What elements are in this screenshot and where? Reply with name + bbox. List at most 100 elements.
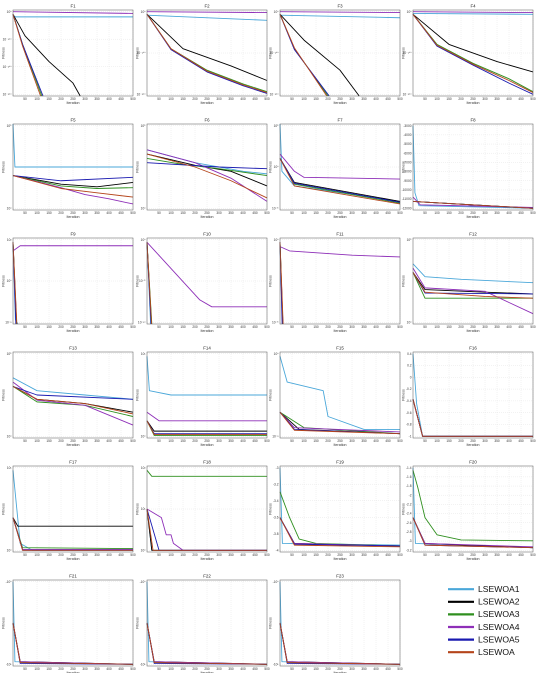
x-tick-label: 500 — [397, 211, 403, 215]
x-tick-label: 350 — [94, 439, 100, 443]
series-line-lsewoa1 — [412, 125, 534, 209]
x-tick-label: 350 — [228, 211, 234, 215]
y-axis-label: Fitness — [402, 47, 406, 59]
x-tick-label: 200 — [192, 325, 198, 329]
y-tick-label: -3 — [276, 466, 279, 470]
y-axis-label: Fitness — [2, 617, 6, 629]
x-tick-label: 50 — [157, 667, 161, 671]
series-line-lsewoa3 — [12, 175, 134, 189]
x-tick-label: 300 — [482, 97, 488, 101]
y-tick-label: 10⁰ — [274, 238, 280, 242]
axes-frame — [412, 9, 534, 97]
x-tick-label: 300 — [349, 439, 355, 443]
x-tick-label: 400 — [106, 211, 112, 215]
axes-frame — [12, 9, 134, 97]
panel-f9: F9 10² 10⁰ 10⁻² 50 100 150 200 250 300 350 400 450 50… — [2, 232, 136, 334]
x-tick-label: 350 — [494, 439, 500, 443]
panel-f19: F19 -3 -3.2 -3.4 -3.6 -3.8 -4 50 100 150 200 250 300… — [269, 460, 403, 562]
axes-frame — [412, 237, 534, 325]
x-tick-label: 150 — [180, 325, 186, 329]
x-tick-label: 150 — [180, 439, 186, 443]
x-tick-label: 50 — [423, 553, 427, 557]
x-tick-label: 50 — [157, 439, 161, 443]
series-line-lsewoa5 — [146, 162, 268, 170]
y-axis-label: Fitness — [136, 47, 140, 59]
series-line-lsewoa — [12, 517, 133, 551]
y-tick-label: -3.2 — [273, 482, 279, 486]
y-tick-label: 10⁰ — [407, 10, 413, 14]
x-tick-label: 50 — [290, 667, 294, 671]
series-line-lsewoa1 — [12, 377, 134, 400]
x-tick-label: 500 — [130, 211, 136, 215]
x-tick-label: 500 — [264, 667, 270, 671]
y-tick-label: 10⁵ — [7, 352, 13, 356]
x-tick-label: 200 — [458, 325, 464, 329]
x-tick-label: 200 — [325, 553, 331, 557]
x-tick-label: 200 — [325, 211, 331, 215]
x-tick-label: 500 — [397, 553, 403, 557]
axes-frame — [12, 579, 134, 667]
y-tick-label: -3.4 — [273, 499, 279, 503]
x-tick-label: 250 — [337, 553, 343, 557]
x-tick-label: 300 — [82, 325, 88, 329]
x-tick-label: 100 — [34, 211, 40, 215]
x-tick-label: 200 — [58, 553, 64, 557]
x-tick-label: 350 — [494, 97, 500, 101]
series-line-lsewoa — [146, 508, 267, 551]
x-tick-label: 300 — [82, 211, 88, 215]
x-tick-label: 250 — [337, 439, 343, 443]
y-axis-label: Fitness — [402, 389, 406, 401]
x-tick-label: 350 — [494, 325, 500, 329]
x-tick-label: 300 — [482, 325, 488, 329]
y-tick-label: -2.8 — [406, 530, 412, 534]
legend: LSEWOA1 LSEWOA2 LSEWOA3 LSEWOA4 LSEWOA5 LSEWO… — [442, 584, 544, 666]
panel-f15: F15 10⁰ 10⁻² 50 100 150 200 250 300 350 400 450 500 I… — [269, 346, 403, 448]
panel-title: F7 — [337, 118, 343, 123]
y-tick-label: 10⁻² — [5, 320, 11, 324]
x-tick-label: 150 — [180, 667, 186, 671]
x-tick-label: 350 — [94, 667, 100, 671]
axes-frame — [279, 9, 401, 97]
x-tick-label: 400 — [240, 553, 246, 557]
series-line-lsewoa3 — [412, 272, 533, 299]
legend-label: LSEWOA3 — [478, 609, 520, 619]
x-tick-label: 150 — [446, 211, 452, 215]
x-tick-label: 250 — [70, 439, 76, 443]
x-tick-label: 400 — [506, 211, 512, 215]
x-tick-label: 350 — [94, 553, 100, 557]
x-tick-label: 250 — [337, 211, 343, 215]
y-axis-label: Fitness — [269, 47, 273, 59]
x-tick-label: 250 — [204, 211, 210, 215]
axes-frame — [412, 123, 534, 211]
series-line-lsewoa4 — [412, 11, 534, 14]
x-tick-label: 250 — [204, 325, 210, 329]
x-axis-label: Iteration — [67, 215, 80, 219]
x-tick-label: 50 — [23, 553, 27, 557]
x-tick-label: 300 — [482, 553, 488, 557]
x-tick-label: 200 — [325, 325, 331, 329]
x-tick-label: 300 — [482, 211, 488, 215]
y-tick-label: 10⁻⁵ — [272, 206, 279, 210]
x-tick-label: 200 — [58, 439, 64, 443]
x-tick-label: 350 — [494, 553, 500, 557]
y-tick-label: -11000 — [402, 197, 412, 201]
x-tick-label: 150 — [446, 97, 452, 101]
y-axis-label: Fitness — [136, 389, 140, 401]
x-tick-label: 500 — [530, 211, 536, 215]
x-tick-label: 150 — [180, 211, 186, 215]
series-line-lsewoa — [279, 158, 401, 205]
panel-title: F1 — [70, 4, 76, 9]
series-line-lsewoa2 — [12, 517, 133, 527]
y-axis-label: Fitness — [2, 275, 6, 287]
x-tick-label: 50 — [423, 97, 427, 101]
panel-title: F15 — [336, 346, 344, 351]
series-line-lsewoa4 — [279, 153, 401, 180]
x-tick-label: 350 — [94, 97, 100, 101]
series-line-lsewoa4 — [146, 241, 267, 308]
y-tick-label: 10⁻²⁰⁰ — [137, 92, 147, 96]
x-tick-label: 100 — [301, 439, 307, 443]
series-line-lsewoa2 — [412, 272, 534, 295]
series-line-lsewoa — [12, 175, 134, 198]
axes-frame — [146, 465, 268, 553]
y-tick-label: 10⁰ — [7, 206, 13, 210]
